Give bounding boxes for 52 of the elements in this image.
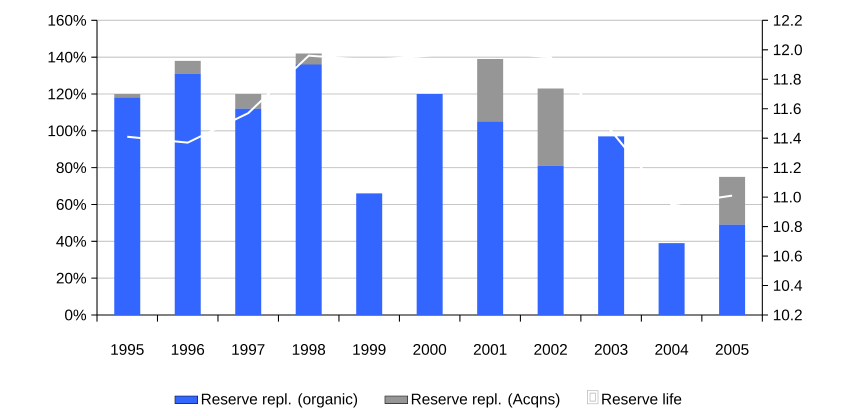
bar [174,60,201,74]
x-tick-label: 1997 [232,344,264,355]
y2-tick-label: 11.8 [774,74,801,85]
y-tick-label: 120% [48,88,86,100]
y2-tick-label: 11.2 [774,162,801,174]
y2-tick-label: 11.6 [774,103,801,114]
y2-tick-label: 12.2 [774,14,802,26]
y-tick-label: 60% [56,199,86,210]
bar [235,108,262,315]
x-tick-label: 1998 [292,344,326,355]
bar [296,64,322,315]
x-tick-label: 1995 [111,344,144,355]
x-tick-label: 2004 [655,344,688,355]
y2-tick-label: 11.0 [774,192,801,203]
x-tick-label: 2003 [594,344,628,355]
y-tick-label: 80% [56,162,86,174]
y2-tick-label: 12.0 [774,44,802,56]
y2-tick-label: 10.2 [774,310,802,320]
x-tick-label: 1999 [353,344,386,355]
y-tick-label: 140% [48,52,86,63]
bar [114,98,140,315]
y-tick-label: 20% [56,272,86,284]
bar [598,136,624,315]
y2-tick-label: 10.6 [774,250,802,262]
bar [356,193,382,315]
y2-tick-label: 10.8 [774,221,802,232]
y-tick-label: 100% [48,125,86,136]
bar [477,122,504,315]
x-tick-label: 2001 [474,344,506,355]
bar [538,88,564,166]
bar [719,176,746,225]
x-tick-label: 2002 [534,344,567,355]
bar [114,94,140,98]
x-tick-label: 2000 [413,344,446,355]
legend-label: Reserve life [602,393,682,404]
bar [235,94,262,109]
y-tick-label: 160% [48,14,86,26]
bar [538,166,564,315]
bar [416,94,443,315]
bar [658,243,685,315]
legend-label: Reserve repl. (organic) [202,393,358,408]
x-tick-label: 1996 [172,344,204,355]
y2-tick-label: 11.4 [774,132,801,144]
legend-label: Reserve repl. (Acqns) [412,393,560,408]
y2-tick-label: 10.4 [774,280,802,291]
line-series [126,52,734,206]
bar [719,224,746,315]
bar [477,59,504,122]
y-tick-label: 0% [65,310,86,320]
y-tick-label: 40% [56,236,86,247]
x-tick-label: 2005 [716,344,748,355]
bar [174,74,201,315]
